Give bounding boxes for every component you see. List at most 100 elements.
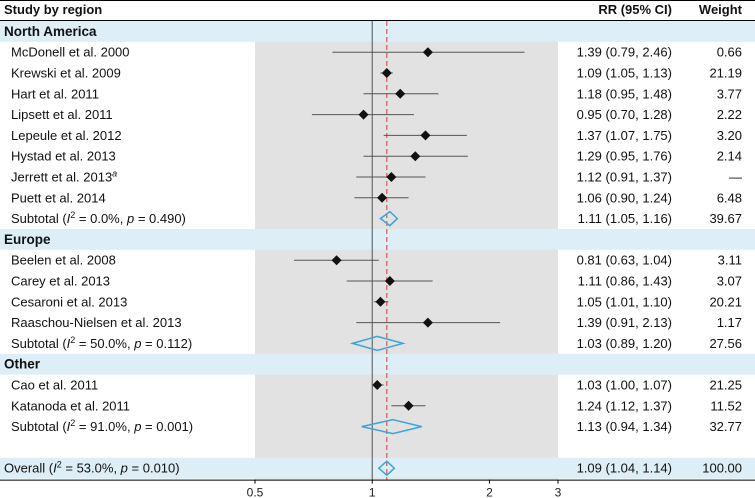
study-label: Raaschou-Nielsen et al. 2013 [11, 315, 182, 330]
i2-value: = 91.0%, [75, 419, 134, 434]
overall-label: Overall (I2 = 53.0%, p = 0.010) [4, 460, 180, 476]
rr-ci-text: 1.12 (0.91, 1.37) [577, 170, 672, 185]
study-name: McDonell et al. 2000 [11, 45, 130, 60]
column-header-weight: Weight [699, 2, 743, 17]
i2-symbol: I [53, 461, 57, 476]
rr-ci-text: 1.29 (0.95, 1.76) [577, 149, 672, 164]
point-estimate-marker [395, 88, 406, 99]
study-label: Lepeule et al. 2012 [11, 128, 122, 143]
study-label: Cesaroni et al. 2013 [11, 294, 127, 309]
study-name: Katanoda et al. 2011 [11, 398, 130, 413]
p-symbol: p [126, 211, 134, 226]
weight-text: 3.11 [718, 253, 742, 268]
p-symbol: p [120, 461, 128, 476]
i2-superscript: 2 [57, 460, 62, 470]
weight-text: 3.20 [717, 128, 742, 143]
rr-ci-text: 1.11 (1.05, 1.16) [578, 211, 672, 226]
subtotal-label: Subtotal (I2 = 50.0%, p = 0.112) [11, 335, 192, 351]
point-estimate-marker [384, 276, 395, 286]
weight-text: 20.21 [709, 294, 742, 309]
weight-text: 27.56 [709, 336, 742, 351]
point-estimate-marker [422, 47, 433, 58]
i2-value: = 0.0%, [75, 211, 127, 226]
stat-prefix: Subtotal ( [11, 211, 67, 226]
study-label: McDonell et al. 2000 [11, 45, 130, 60]
study-label: Beelen et al. 2008 [11, 253, 116, 268]
i2-symbol: I [67, 211, 71, 226]
weight-text: 0.66 [717, 45, 742, 60]
p-value: = 0.112) [141, 336, 192, 351]
point-estimate-marker [358, 109, 369, 120]
rr-ci-text: 1.24 (1.12, 1.37) [577, 398, 672, 413]
subtotal-label: Subtotal (I2 = 0.0%, p = 0.490) [11, 210, 186, 226]
weight-text: 11.52 [710, 398, 742, 413]
rr-ci-text: 0.95 (0.70, 1.28) [577, 107, 672, 122]
rr-ci-text: 1.03 (1.00, 1.07) [577, 378, 672, 393]
panel-band [255, 353, 558, 375]
plot-panel [255, 21, 558, 480]
i2-symbol: I [67, 336, 71, 351]
study-name: Hart et al. 2011 [11, 86, 99, 101]
p-value: = 0.001) [141, 419, 193, 434]
point-estimate-marker [331, 255, 342, 266]
p-value: = 0.490) [134, 211, 186, 226]
study-label: Carey et al. 2013 [11, 274, 110, 289]
weight-text: 1.17 [717, 315, 742, 330]
i2-superscript: 2 [70, 210, 75, 220]
study-label: Krewski et al. 2009 [11, 66, 121, 81]
overall-diamond [377, 460, 396, 477]
study-name: Raaschou-Nielsen et al. 2013 [11, 315, 182, 330]
study-footnote-marker: a [112, 169, 117, 179]
p-symbol: p [133, 419, 141, 434]
study-label: Jerrett et al. 2013a [11, 169, 117, 185]
rr-ci-text: 1.11 (0.86, 1.43) [578, 274, 672, 289]
rr-ci-text: 1.09 (1.05, 1.13) [577, 66, 672, 81]
study-name: Lepeule et al. 2012 [11, 128, 122, 143]
rr-ci-text: 0.81 (0.63, 1.04) [577, 253, 672, 268]
point-estimate-marker [410, 151, 421, 162]
weight-text: 3.77 [717, 86, 742, 101]
rr-ci-text: 1.39 (0.79, 2.46) [577, 45, 672, 60]
stat-prefix: Subtotal ( [11, 336, 67, 351]
rr-ci-text: 1.18 (0.95, 1.48) [577, 86, 672, 101]
stat-prefix: Subtotal ( [11, 419, 67, 434]
study-name: Beelen et al. 2008 [11, 253, 116, 268]
study-label: Hystad et al. 2013 [11, 149, 116, 164]
column-header-study: Study by region [4, 2, 102, 17]
study-name: Cesaroni et al. 2013 [11, 294, 127, 309]
point-estimate-marker [403, 400, 414, 411]
weight-text: 3.07 [717, 274, 742, 289]
study-name: Cao et al. 2011 [11, 378, 98, 393]
subtotal-label: Subtotal (I2 = 91.0%, p = 0.001) [11, 418, 193, 434]
panel-band [255, 21, 558, 42]
study-name: Hystad et al. 2013 [11, 149, 116, 164]
column-header-rr: RR (95% CI) [598, 2, 672, 17]
study-name: Lipsett et al. 2011 [11, 107, 113, 122]
panel-band [255, 229, 558, 250]
p-symbol: p [133, 336, 141, 351]
i2-value: = 53.0%, [62, 461, 121, 476]
i2-superscript: 2 [70, 418, 75, 428]
weight-text: 6.48 [717, 190, 742, 205]
i2-value: = 50.0%, [75, 336, 134, 351]
point-estimate-marker [372, 380, 383, 390]
study-label: Puett et al. 2014 [11, 190, 106, 205]
p-value: = 0.010) [128, 461, 180, 476]
region-header: North America [4, 24, 97, 39]
weight-text: 100.00 [702, 461, 742, 476]
i2-superscript: 2 [70, 335, 75, 345]
subtotal-diamond [379, 210, 399, 227]
study-name: Puett et al. 2014 [11, 190, 106, 205]
study-name: Jerrett et al. 2013 [11, 170, 112, 185]
rr-ci-text: 1.39 (0.91, 2.13) [577, 315, 672, 330]
rr-ci-text: 1.06 (0.90, 1.24) [577, 190, 672, 205]
point-estimate-marker [377, 192, 388, 203]
stat-prefix: Overall ( [4, 461, 54, 476]
weight-text: 2.22 [717, 107, 742, 122]
region-header: Other [4, 357, 41, 372]
x-tick-label: 2 [486, 486, 493, 498]
x-tick-label: 1 [369, 486, 376, 498]
weight-text: 32.77 [709, 419, 742, 434]
study-name: Carey et al. 2013 [11, 274, 110, 289]
